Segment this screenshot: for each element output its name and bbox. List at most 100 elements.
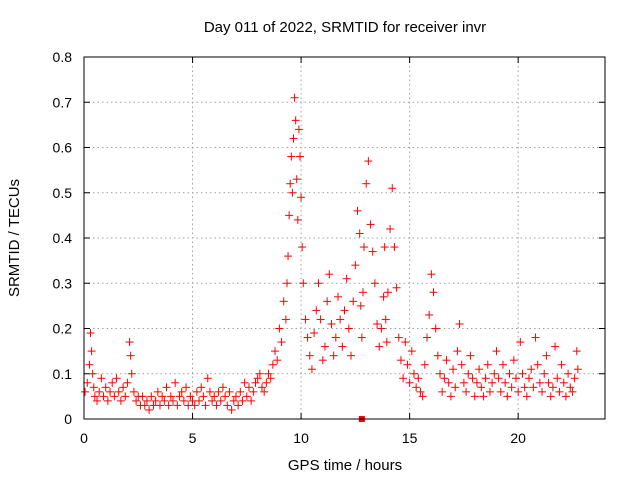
data-point [377, 324, 386, 333]
data-point [564, 369, 573, 378]
data-point [422, 333, 431, 342]
y-tick-label: 0.6 [53, 140, 73, 156]
data-point [162, 383, 171, 392]
data-point [425, 310, 434, 319]
data-point [522, 392, 531, 401]
data-point [538, 387, 547, 396]
data-point [325, 270, 334, 279]
data-point [258, 383, 267, 392]
plot-frame [83, 56, 606, 420]
data-point [403, 360, 412, 369]
data-point [285, 211, 294, 220]
data-point [475, 365, 484, 374]
data-point [427, 270, 436, 279]
data-point [490, 369, 499, 378]
data-point [195, 396, 204, 405]
points-layer [81, 93, 582, 422]
data-point [557, 360, 566, 369]
x-tick-label: 0 [80, 430, 88, 446]
data-point [572, 347, 581, 356]
data-point [303, 333, 312, 342]
data-point [234, 401, 243, 410]
data-point [225, 387, 234, 396]
data-point [559, 378, 568, 387]
data-point [518, 369, 527, 378]
data-point [186, 392, 195, 401]
data-point [182, 383, 191, 392]
data-point [386, 224, 395, 233]
data-point [466, 351, 475, 360]
data-point [392, 283, 401, 292]
data-point [468, 374, 477, 383]
data-point [438, 387, 447, 396]
data-point [340, 306, 349, 315]
data-point [203, 374, 212, 383]
y-tick-label: 0.1 [53, 366, 73, 382]
data-point [327, 319, 336, 328]
data-point [399, 374, 408, 383]
data-point [103, 396, 112, 405]
data-point [360, 243, 369, 252]
y-axis-label: SRMTID / TECUs [6, 179, 23, 297]
data-point [166, 392, 175, 401]
data-point [388, 184, 397, 193]
data-point [446, 392, 455, 401]
data-point [310, 329, 319, 338]
y-tick-label: 0.4 [53, 230, 73, 246]
data-point [429, 288, 438, 297]
data-point [132, 396, 141, 405]
data-point [331, 333, 340, 342]
data-point [362, 179, 371, 188]
data-point [477, 383, 486, 392]
data-point [99, 392, 108, 401]
x-tick-label: 5 [189, 430, 197, 446]
data-point [95, 387, 104, 396]
data-point [496, 387, 505, 396]
data-point [288, 188, 297, 197]
data-point [210, 392, 219, 401]
data-point [483, 360, 492, 369]
data-point [503, 392, 512, 401]
data-point [405, 378, 414, 387]
y-tick-label: 0.8 [53, 49, 73, 65]
data-point [282, 279, 291, 288]
data-point [379, 292, 388, 301]
x-tick-label: 15 [402, 430, 418, 446]
data-point [494, 374, 503, 383]
data-point [290, 93, 299, 102]
data-point [249, 387, 258, 396]
data-point [86, 329, 95, 338]
data-point [291, 116, 300, 125]
data-point [462, 387, 471, 396]
data-point [453, 347, 462, 356]
data-point [501, 378, 510, 387]
data-point [227, 405, 236, 414]
data-point [505, 369, 514, 378]
data-point [412, 383, 421, 392]
y-tick-label: 0.3 [53, 275, 73, 291]
data-point [240, 378, 249, 387]
data-point [355, 229, 364, 238]
data-point [179, 396, 188, 405]
data-point [531, 333, 540, 342]
data-point [561, 392, 570, 401]
data-point [323, 297, 332, 306]
data-point [342, 274, 351, 283]
data-point [158, 392, 167, 401]
data-point [138, 392, 147, 401]
data-point [110, 392, 119, 401]
data-point [305, 351, 314, 360]
data-point [498, 360, 507, 369]
data-point [381, 315, 390, 324]
data-point [93, 396, 102, 405]
data-point [271, 347, 280, 356]
grid-layer [84, 57, 605, 419]
data-point [548, 383, 557, 392]
data-point [298, 243, 307, 252]
data-point [301, 315, 310, 324]
data-point [333, 292, 342, 301]
data-point [116, 396, 125, 405]
data-point [244, 383, 253, 392]
data-point [568, 387, 577, 396]
